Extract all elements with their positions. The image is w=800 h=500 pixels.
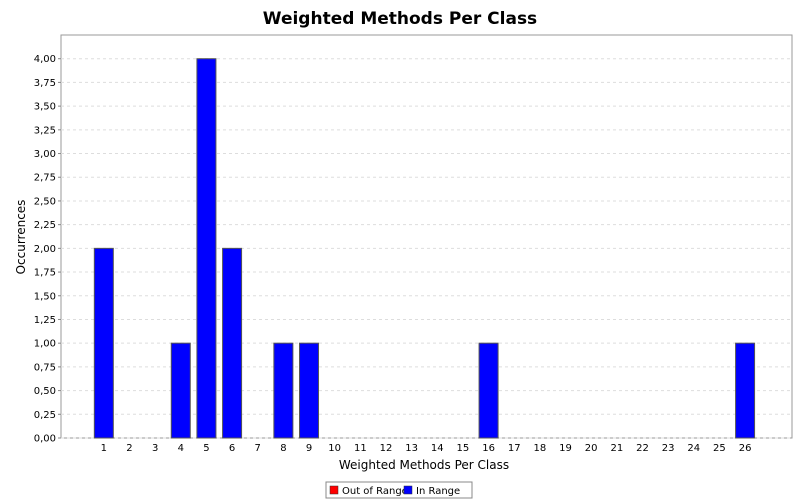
x-tick-label: 4 — [178, 443, 184, 454]
y-axis-label: Occurrences — [14, 200, 28, 275]
x-tick-label: 26 — [739, 443, 752, 454]
y-tick-label: 1,25 — [34, 315, 56, 326]
y-tick-label: 3,25 — [34, 125, 56, 136]
x-tick-label: 15 — [457, 443, 470, 454]
x-tick-label: 10 — [328, 443, 341, 454]
y-tick-label: 0,25 — [34, 410, 56, 421]
bar-in-range-26 — [735, 342, 756, 439]
x-tick-label: 12 — [380, 443, 393, 454]
plot-area — [60, 34, 793, 439]
x-tick-label: 19 — [559, 443, 572, 454]
x-tick-label: 11 — [354, 443, 367, 454]
bar-in-range-4 — [170, 342, 191, 439]
bar-in-range-8 — [273, 342, 294, 439]
x-tick-label: 23 — [662, 443, 675, 454]
bar-in-range-5 — [196, 58, 217, 439]
x-tick-label: 9 — [306, 443, 312, 454]
y-tick-label: 0,50 — [34, 386, 56, 397]
y-tick-label: 2,25 — [34, 220, 56, 231]
legend: Out of Range In Range — [325, 481, 473, 499]
x-tick-label: 2 — [126, 443, 132, 454]
x-tick-label: 5 — [203, 443, 209, 454]
x-tick-label: 8 — [280, 443, 286, 454]
x-tick-label: 18 — [534, 443, 547, 454]
bar-in-range-9 — [299, 342, 320, 439]
y-tick-label: 3,75 — [34, 78, 56, 89]
x-tick-label: 6 — [229, 443, 235, 454]
x-tick-label: 21 — [610, 443, 623, 454]
x-tick-label: 7 — [255, 443, 261, 454]
x-tick-label: 17 — [508, 443, 521, 454]
y-tick-label: 3,00 — [34, 149, 56, 160]
x-tick-label: 13 — [405, 443, 418, 454]
bar-in-range-6 — [222, 247, 243, 439]
legend-box — [325, 481, 473, 499]
x-tick-label: 22 — [636, 443, 649, 454]
x-tick-label: 16 — [482, 443, 495, 454]
x-tick-label: 25 — [713, 443, 726, 454]
x-tick-label: 1 — [101, 443, 107, 454]
y-tick-label: 1,00 — [34, 339, 56, 350]
x-tick-label: 14 — [431, 443, 444, 454]
y-tick-label: 0,75 — [34, 362, 56, 373]
legend-label: Out of Range — [342, 486, 408, 497]
y-tick-label: 2,75 — [34, 173, 56, 184]
x-tick-label: 24 — [687, 443, 700, 454]
legend-swatch — [403, 485, 413, 495]
chart-title: Weighted Methods Per Class — [263, 9, 537, 29]
bars — [93, 58, 756, 439]
y-tick-label: 4,00 — [34, 54, 56, 65]
y-tick-label: 2,00 — [34, 244, 56, 255]
x-tick-label: 20 — [585, 443, 598, 454]
legend-swatch — [329, 485, 339, 495]
y-tick-label: 0,00 — [34, 434, 56, 445]
x-axis-ticks: 1 2 3 4 5 6 7 8 9 10 11 12 13 14 15 16 17 18 19 20 21 22 23 24 2… — [101, 443, 752, 454]
y-tick-label: 1,50 — [34, 291, 56, 302]
x-tick-label: 3 — [152, 443, 158, 454]
y-tick-label: 1,75 — [34, 268, 56, 279]
y-tick-label: 2,50 — [34, 196, 56, 207]
y-axis-ticks: 0,00 0,25 0,50 0,75 1,00 1,25 1,50 1,75 2,00 2,25… — [34, 54, 61, 445]
bar-in-range-1 — [93, 247, 114, 439]
x-axis-label: Weighted Methods Per Class — [339, 458, 509, 472]
legend-label: In Range — [416, 486, 460, 497]
y-tick-label: 3,50 — [34, 102, 56, 113]
bar-in-range-16 — [478, 342, 499, 439]
